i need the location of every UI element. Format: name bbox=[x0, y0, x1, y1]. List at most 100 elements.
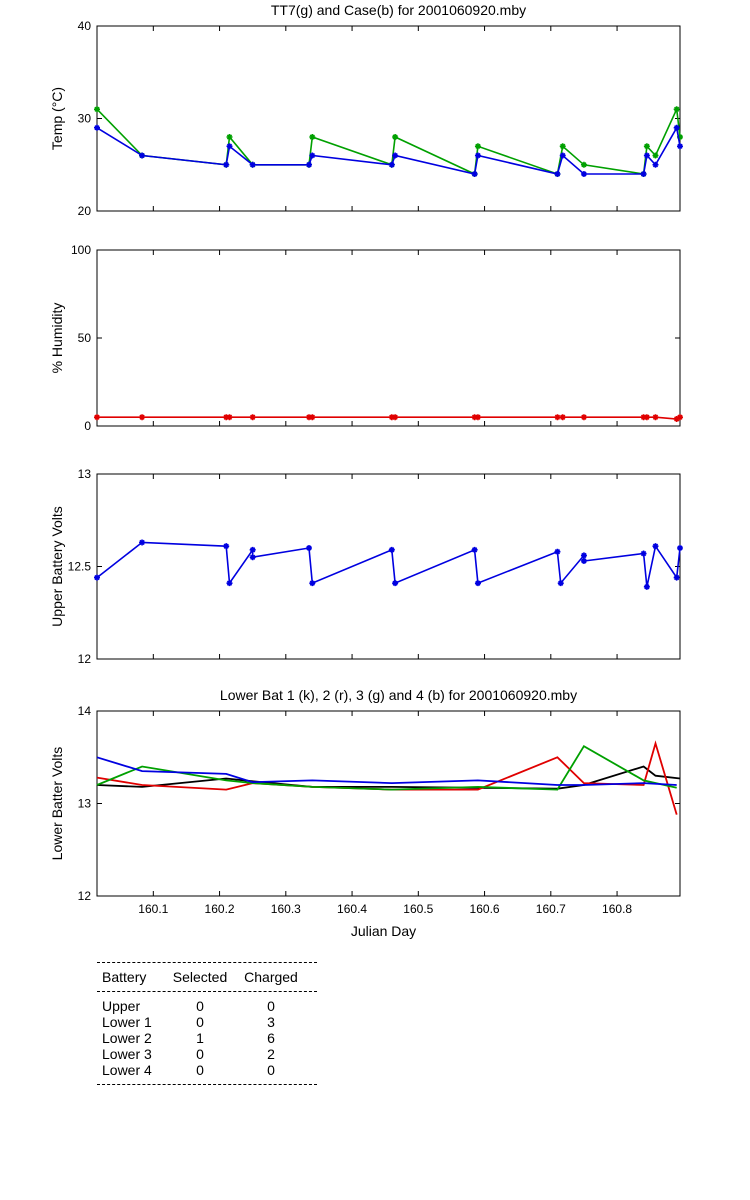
plot-frame bbox=[96, 710, 681, 897]
series-line-case bbox=[96, 125, 681, 175]
table-row: Upper 0 0 bbox=[97, 998, 317, 1014]
data-point bbox=[673, 106, 680, 113]
row-battery: Lower 4 bbox=[102, 1062, 152, 1078]
data-point bbox=[677, 414, 683, 421]
data-point bbox=[640, 171, 647, 177]
row-selected: 0 bbox=[196, 1046, 204, 1062]
y-axis-label: Temp (°C) bbox=[49, 87, 65, 150]
table-header-divider bbox=[97, 991, 317, 992]
data-point bbox=[309, 134, 316, 140]
data-point bbox=[226, 143, 233, 150]
data-point bbox=[557, 580, 564, 587]
data-point bbox=[309, 152, 316, 159]
data-point bbox=[226, 134, 233, 140]
header-battery: Battery bbox=[102, 969, 147, 985]
data-point bbox=[94, 414, 100, 421]
data-point bbox=[673, 574, 680, 581]
series-line-humidity bbox=[97, 416, 681, 420]
data-point bbox=[673, 124, 680, 131]
data-point bbox=[139, 539, 146, 546]
header-selected: Selected bbox=[172, 969, 228, 985]
data-point bbox=[94, 124, 100, 131]
row-selected: 0 bbox=[196, 998, 204, 1014]
data-point bbox=[559, 143, 566, 150]
y-tick-label: 13 bbox=[78, 797, 92, 811]
data-point bbox=[223, 414, 230, 421]
y-tick-label: 100 bbox=[71, 243, 91, 257]
data-point bbox=[249, 161, 256, 168]
table-header-row: Battery Selected Charged bbox=[97, 963, 317, 991]
plot-frame bbox=[96, 473, 681, 660]
y-tick-label: 12 bbox=[78, 652, 92, 666]
data-point bbox=[471, 546, 478, 553]
data-point bbox=[559, 152, 566, 159]
data-point bbox=[474, 414, 481, 421]
row-battery: Lower 1 bbox=[102, 1014, 152, 1030]
data-point bbox=[640, 414, 647, 421]
data-point bbox=[677, 143, 683, 150]
plot-frame bbox=[96, 249, 681, 427]
data-point bbox=[139, 414, 146, 421]
data-point bbox=[640, 550, 647, 557]
row-selected: 0 bbox=[196, 1014, 204, 1030]
y-tick-label: 40 bbox=[78, 19, 92, 33]
x-tick-label: 160.5 bbox=[403, 902, 433, 916]
data-point bbox=[392, 152, 399, 159]
table-row: Lower 3 0 2 bbox=[97, 1046, 317, 1062]
y-axis-label: Upper Battery Volts bbox=[49, 506, 65, 627]
table-top-divider bbox=[97, 962, 317, 963]
y-axis-label: % Humidity bbox=[49, 303, 65, 374]
series-line-lower-4 bbox=[96, 756, 677, 786]
y-tick-label: 12.5 bbox=[68, 560, 92, 574]
x-tick-label: 160.6 bbox=[470, 902, 500, 916]
data-point bbox=[94, 106, 100, 113]
data-point bbox=[249, 554, 256, 561]
y-tick-label: 0 bbox=[84, 419, 91, 433]
header-charged: Charged bbox=[244, 969, 298, 985]
data-point bbox=[392, 414, 399, 421]
data-point bbox=[643, 583, 650, 590]
data-point bbox=[580, 552, 587, 559]
table-row: Lower 2 1 6 bbox=[97, 1030, 317, 1046]
y-tick-label: 30 bbox=[78, 112, 92, 126]
chart-title: Lower Bat 1 (k), 2 (r), 3 (g) and 4 (b) … bbox=[220, 687, 577, 703]
data-point bbox=[559, 414, 566, 421]
data-point bbox=[226, 580, 233, 587]
chart-title: TT7(g) and Case(b) for 2001060920.mby bbox=[271, 2, 526, 18]
x-tick-label: 160.8 bbox=[602, 902, 632, 916]
data-point bbox=[652, 161, 659, 168]
data-point bbox=[309, 414, 316, 421]
x-axis-label: Julian Day bbox=[351, 923, 416, 939]
data-point bbox=[306, 414, 312, 421]
data-point bbox=[652, 152, 659, 159]
x-tick-label: 160.1 bbox=[138, 902, 168, 916]
data-point bbox=[554, 171, 561, 177]
data-point bbox=[309, 580, 316, 587]
plot-frame bbox=[96, 25, 681, 212]
battery-table: Battery Selected Charged Upper 0 0 Lower… bbox=[97, 962, 317, 1085]
table-bottom-divider bbox=[97, 1084, 317, 1085]
data-point bbox=[474, 152, 481, 159]
row-selected: 0 bbox=[196, 1062, 204, 1078]
series-line-lower-3 bbox=[96, 744, 677, 791]
data-point bbox=[554, 548, 561, 555]
data-point bbox=[643, 143, 650, 150]
x-tick-label: 160.3 bbox=[271, 902, 301, 916]
x-tick-label: 160.2 bbox=[205, 902, 235, 916]
table-row: Lower 1 0 3 bbox=[97, 1014, 317, 1030]
row-charged: 6 bbox=[267, 1030, 275, 1046]
y-axis-label: Lower Batter Volts bbox=[49, 747, 65, 861]
row-charged: 0 bbox=[267, 998, 275, 1014]
data-point bbox=[471, 171, 478, 177]
data-point bbox=[643, 414, 650, 421]
y-tick-label: 13 bbox=[78, 467, 92, 481]
table-row: Lower 4 0 0 bbox=[97, 1062, 317, 1078]
data-point bbox=[471, 414, 478, 421]
y-tick-label: 14 bbox=[78, 704, 92, 718]
data-point bbox=[306, 161, 312, 168]
data-point bbox=[94, 574, 100, 581]
data-point bbox=[554, 414, 561, 421]
row-battery: Lower 2 bbox=[102, 1030, 152, 1046]
charts-canvas: 20 30 40 TT7(g) and Case(b) for 2001060920.… bbox=[49, 2, 683, 939]
data-point bbox=[223, 543, 230, 550]
